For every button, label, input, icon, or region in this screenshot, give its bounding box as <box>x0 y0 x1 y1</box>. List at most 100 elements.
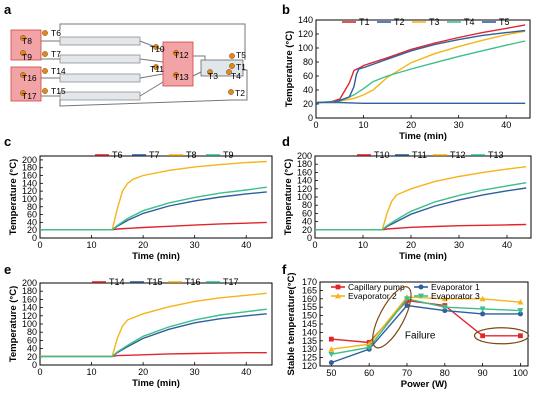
sensor-t6-label: T6 <box>51 28 61 38</box>
x-tick-label: 10 <box>358 240 368 250</box>
y-tick-label: 150 <box>302 311 317 321</box>
sensor-t12-marker <box>173 50 179 56</box>
sensor-t15-marker <box>42 88 48 94</box>
y-tick-label: 100 <box>297 192 312 202</box>
x-tick-label: 0 <box>37 240 42 250</box>
sensor-t2-marker <box>228 89 234 95</box>
y-tick-label: 200 <box>297 151 312 161</box>
y-tick-label: 0 <box>32 360 37 370</box>
chart-panel-f: f50 60 70 80 90 10012012513013514014515015516… <box>282 262 530 390</box>
y-tick-label: 160 <box>22 171 37 181</box>
series-line-evaporator-2 <box>331 296 521 350</box>
x-tick-label: 20 <box>138 240 148 250</box>
x-tick-label: 30 <box>454 120 464 130</box>
sensor-t12-label: T12 <box>174 50 189 60</box>
x-tick-label: 30 <box>190 367 200 377</box>
chart-panel-b: b 0 10 20 30 40 0 20 40 60 80 100 120 140 Time (min) Te… <box>282 2 531 142</box>
data-point <box>441 295 448 302</box>
y-tick-label: 40 <box>303 85 313 95</box>
x-axis-label: Time (min) <box>399 131 447 142</box>
legend-label: T3 <box>429 17 440 27</box>
x-tick-label: 0 <box>312 240 317 250</box>
x-tick-label: 40 <box>501 120 511 130</box>
sensor-t13-marker <box>173 72 179 78</box>
pipe-connectors <box>41 23 248 107</box>
sensor-t4-label: T4 <box>231 71 241 81</box>
legend-label: T9 <box>223 150 234 160</box>
y-tick-label: 20 <box>27 225 37 235</box>
legend-marker <box>418 284 424 290</box>
data-point <box>517 308 524 314</box>
y-tick-label: 80 <box>303 57 313 67</box>
series-line-t6 <box>40 221 267 231</box>
sensor-layer: T8 T9 T6 T7 T16 T17 T14 T15 T10 T11 T12 T13 T5 T1 T3 T4… <box>20 28 246 101</box>
x-tick-label: 90 <box>478 368 488 378</box>
legend-label: T7 <box>149 150 160 160</box>
panel-b-letter: b <box>282 2 290 17</box>
data-point <box>518 333 523 339</box>
x-tick-label: 30 <box>190 240 200 250</box>
data-point <box>517 311 523 317</box>
y-tick-label: 180 <box>22 286 37 296</box>
legend-label: T17 <box>223 277 239 287</box>
x-axis-label: Time (min) <box>132 251 180 262</box>
x-tick-label: 10 <box>87 240 97 250</box>
y-tick-label: 200 <box>22 155 37 165</box>
data-point <box>479 306 486 312</box>
pipe-1 <box>59 36 141 46</box>
x-tick-label: 70 <box>402 368 412 378</box>
sensor-t8-label: T8 <box>22 36 32 46</box>
heater-block-lower <box>10 66 42 102</box>
y-axis-label: Temperature (°C) <box>284 31 295 107</box>
data-point <box>517 299 524 305</box>
y-tick-label: 160 <box>22 294 37 304</box>
pipe-assemblies <box>59 36 141 101</box>
y-tick-label: 180 <box>297 159 312 169</box>
y-tick-label: 120 <box>22 311 37 321</box>
sensor-t16-marker <box>20 72 26 78</box>
sensor-t4-marker <box>226 69 232 75</box>
y-tick-label: 120 <box>297 184 312 194</box>
sensor-t7-marker <box>42 51 48 57</box>
y-tick-label: 155 <box>302 302 317 312</box>
x-tick-label: 40 <box>502 240 512 250</box>
y-tick-label: 120 <box>298 29 313 39</box>
legend-label: T12 <box>450 150 466 160</box>
sensor-t14-label: T14 <box>51 66 66 76</box>
series-line-t13 <box>315 182 527 231</box>
y-tick-label: 60 <box>302 208 312 218</box>
data-point <box>404 303 410 309</box>
y-tick-label: 170 <box>302 277 317 287</box>
x-axis-label: Time (min) <box>132 378 180 389</box>
heater-block-right <box>162 41 194 87</box>
legend-label: Capillary pump <box>348 282 405 292</box>
series-line-t3 <box>316 30 526 104</box>
sensor-t15-label: T15 <box>51 86 66 96</box>
series-line-t5 <box>316 29 526 104</box>
sensor-t5-label: T5 <box>236 50 246 60</box>
series-line-t14 <box>40 352 267 358</box>
sensor-t1-marker <box>229 63 235 69</box>
series-line-t4 <box>316 40 526 104</box>
series-line-t16 <box>40 292 267 358</box>
y-tick-label: 80 <box>27 327 37 337</box>
panel-e-letter: e <box>4 262 11 277</box>
x-tick-label: 80 <box>440 368 450 378</box>
series-line-t11 <box>315 187 527 231</box>
y-tick-label: 180 <box>22 163 37 173</box>
y-tick-label: 20 <box>303 99 313 109</box>
legend-label: Evaporator 1 <box>431 282 480 292</box>
y-tick-label: 0 <box>307 233 312 243</box>
sensor-t6-marker <box>42 30 48 36</box>
x-tick-label: 40 <box>241 367 251 377</box>
panel-c-letter: c <box>4 134 11 149</box>
data-point <box>328 336 334 342</box>
series-line-t12 <box>315 166 527 231</box>
y-tick-label: 40 <box>27 217 37 227</box>
x-tick-label: 10 <box>359 120 369 130</box>
series-line-t17 <box>40 308 267 358</box>
chart-panel-e: e0 10 20 30 40020406080100120140160180200Tim… <box>4 262 273 389</box>
legend-label: Evaporator 3 <box>431 291 480 301</box>
heater-block-upper <box>10 29 42 61</box>
